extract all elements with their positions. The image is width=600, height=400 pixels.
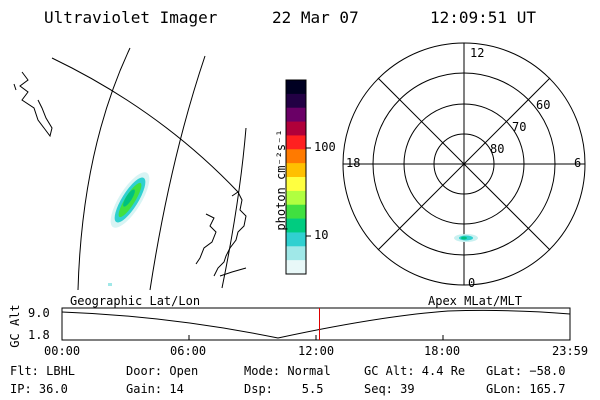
colorbar-cell (286, 135, 306, 150)
colorbar-cell (286, 107, 306, 123)
timeline-tick-label: 12:00 (298, 344, 335, 358)
coastline (19, 71, 53, 138)
lat-grid-line (51, 57, 239, 193)
lat-label-80: 80 (490, 142, 505, 156)
timeline-ymin: 1.8 (28, 328, 50, 342)
dsp-readout: Dsp: 5.5 (244, 382, 324, 396)
date-label: 22 Mar 07 (272, 8, 359, 27)
mlt-label-18: 18 (346, 156, 361, 170)
colorbar-cell (286, 246, 306, 261)
timeline-tick-label: 00:00 (44, 344, 81, 358)
lon-grid-line (149, 55, 206, 291)
colorbar-cell (286, 177, 306, 192)
coastline (219, 267, 247, 277)
lat-label-70: 70 (512, 120, 527, 134)
polar-aurora-spot (454, 234, 478, 242)
colorbar-label-100: 100 (314, 140, 336, 154)
colorbar-cell (286, 163, 306, 178)
colorbar-cell (286, 149, 306, 164)
mlt-label-6: 6 (574, 156, 582, 170)
timeline-ymax: 9.0 (28, 306, 50, 320)
colorbar-cell (286, 190, 306, 206)
coastline (13, 83, 17, 91)
door-readout: Door: Open (126, 364, 199, 378)
altitude-curve (61, 309, 571, 339)
glat-readout: GLat: −58.0 (486, 364, 566, 378)
colorbar-cell (286, 218, 306, 233)
timeline-tick-label: 18:00 (424, 344, 461, 358)
gc-alt-readout: GC Alt: 4.4 Re (364, 364, 466, 378)
coastline (195, 213, 217, 265)
timeline-left-title: Geographic Lat/Lon (70, 294, 201, 308)
glon-readout: GLon: 165.7 (486, 382, 566, 396)
ip-readout: IP: 36.0 (10, 382, 68, 396)
timeline-right-title: Apex MLat/MLT (428, 294, 522, 308)
colorbar-cell (286, 232, 306, 247)
timeline-tick-label: 23:59 (552, 344, 589, 358)
coastline (213, 191, 247, 277)
colorbar-cell (286, 260, 306, 275)
lon-grid-line (221, 127, 247, 289)
lon-grid-line (77, 47, 131, 291)
mlt-label-0: 0 (468, 276, 476, 290)
mode-readout: Mode: Normal (244, 364, 331, 378)
lat-label-60: 60 (536, 98, 551, 112)
mlt-label-12: 12 (470, 46, 485, 60)
timeline-tick-label: 06:00 (170, 344, 207, 358)
filter-readout: Flt: LBHL (10, 364, 76, 378)
colorbar-cell (286, 121, 306, 136)
time-label: 12:09:51 UT (430, 8, 536, 27)
polar-diagonal (377, 77, 551, 251)
seq-readout: Seq: 39 (364, 382, 415, 396)
gain-readout: Gain: 14 (126, 382, 184, 396)
colorbar-cell (286, 204, 306, 220)
aurora-blob (108, 172, 150, 286)
colorbar-cell (286, 80, 306, 95)
instrument-title: Ultraviolet Imager (44, 8, 218, 27)
colorbar-label-10: 10 (314, 228, 329, 242)
colorbar-cell (286, 93, 306, 109)
